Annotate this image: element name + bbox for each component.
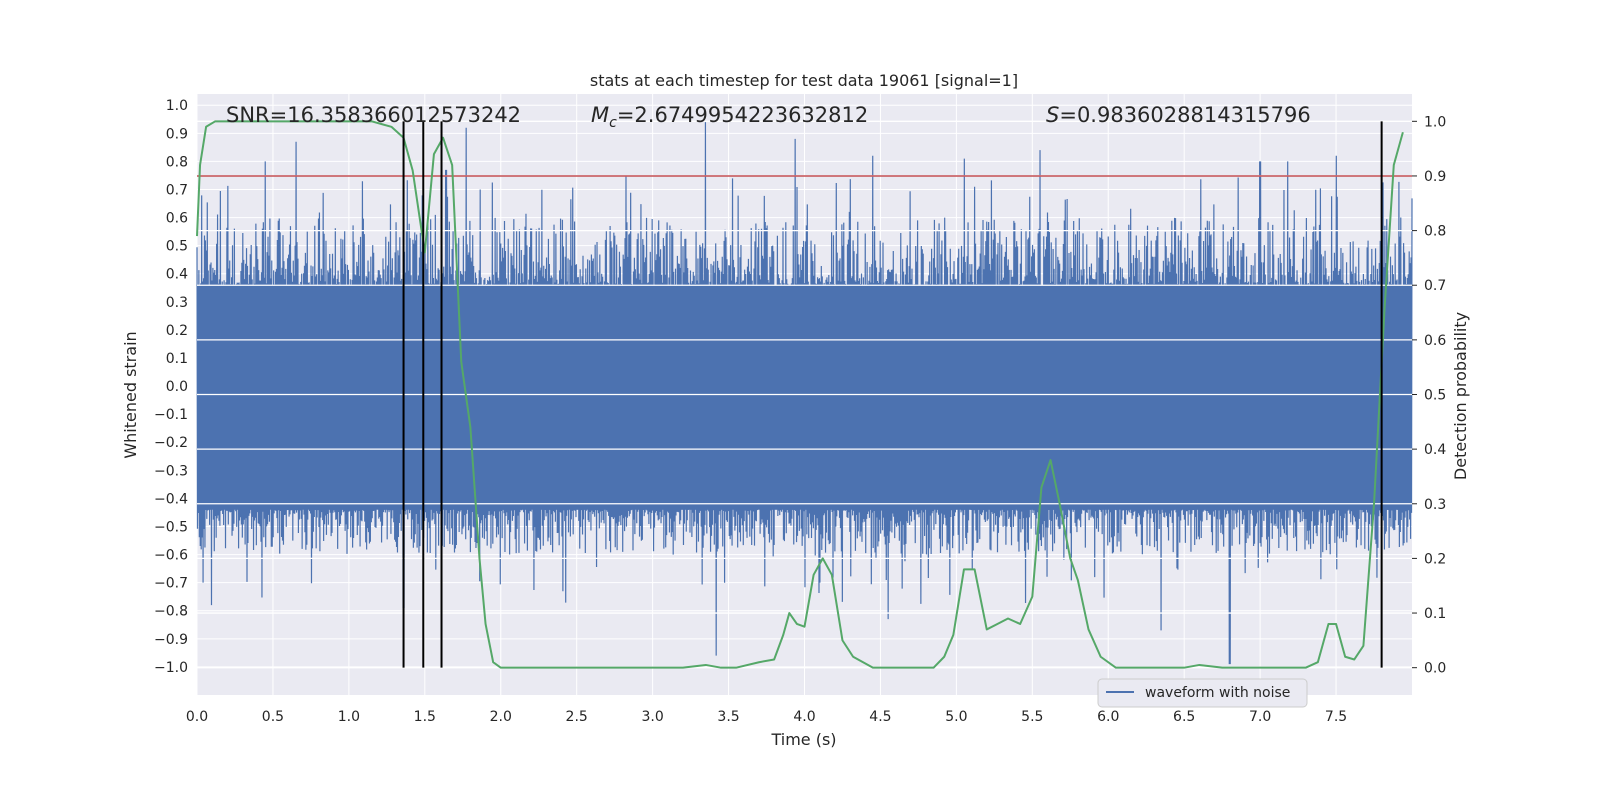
x-tick-label: 5.5: [1021, 709, 1043, 725]
y-tick-label-right: 0.1: [1424, 606, 1446, 622]
y-tick-label-left: −0.6: [154, 548, 188, 564]
x-tick-label: 0.0: [186, 709, 208, 725]
chirp-mass-value: =2.6749954223632812: [617, 103, 868, 127]
left-y-axis-label: Whitened strain: [121, 331, 140, 458]
x-tick-labels: 0.0 0.5 1.0 1.5 2.0 2.5 3.0 3.5 4.0 4.5 5.0 5.5 6.0 6…: [186, 709, 1347, 725]
s-value: =0.9836028814315796: [1059, 103, 1310, 127]
y-tick-label-left: −0.5: [154, 519, 188, 535]
y-tick-label-left: −0.7: [154, 576, 188, 592]
x-tick-label: 2.5: [566, 709, 588, 725]
detection-probability-series: [196, 120, 1404, 669]
y-tick-label-right: 1.0: [1424, 114, 1446, 130]
y-tick-label-left: 0.3: [166, 295, 188, 311]
y-tick-label-left: 0.5: [166, 239, 188, 255]
y-tick-label-left: 0.9: [166, 126, 188, 142]
y-tick-label-right: 0.6: [1424, 333, 1446, 349]
y-tick-label-left: −0.4: [154, 491, 188, 507]
y-tick-label-left: −0.1: [154, 407, 188, 423]
x-tick-label: 0.5: [262, 709, 284, 725]
y-tick-label-left: 0.2: [166, 323, 188, 339]
y-tick-label-right: 0.7: [1424, 278, 1446, 294]
right-y-axis-label: Detection probability: [1451, 312, 1470, 480]
x-tick-label: 6.5: [1173, 709, 1195, 725]
waveform-line: [196, 122, 1413, 665]
x-tick-label: 1.0: [338, 709, 360, 725]
y-tick-label-right: 0.3: [1424, 497, 1446, 513]
chirp-mass-subscript: c: [609, 115, 617, 131]
chirp-mass-symbol: M: [591, 103, 609, 127]
vertical-markers: [402, 121, 1383, 668]
y-tick-label-right: 0.0: [1424, 661, 1446, 677]
y-tick-label-left: −0.8: [154, 604, 188, 620]
chart-title: stats at each timestep for test data 190…: [590, 71, 1018, 90]
x-tick-label: 7.5: [1325, 709, 1347, 725]
y-tick-label-left: −0.9: [154, 632, 188, 648]
x-tick-label: 7.0: [1249, 709, 1271, 725]
x-axis-label: Time (s): [770, 730, 836, 749]
y-tick-label-left: 0.4: [166, 267, 188, 283]
waveform-series: [196, 122, 1413, 665]
x-tick-label: 3.5: [717, 709, 739, 725]
y-tick-label-left: −1.0: [154, 660, 188, 676]
y-tick-label-right: 0.8: [1424, 224, 1446, 240]
legend: waveform with noise: [1097, 678, 1308, 708]
y-tick-label-right: 0.4: [1424, 442, 1446, 458]
x-tick-label: 6.0: [1097, 709, 1119, 725]
x-tick-label: 1.5: [414, 709, 436, 725]
s-annotation: S=0.9836028814315796: [1046, 103, 1311, 127]
s-symbol: S: [1046, 103, 1059, 127]
y-tick-label-right: 0.5: [1424, 388, 1446, 404]
x-tick-label: 2.0: [490, 709, 512, 725]
legend-box: [1097, 678, 1308, 708]
snr-annotation: SNR=16.358366012573242: [226, 103, 521, 127]
y-tick-label-left: 0.1: [166, 351, 188, 367]
y-tick-label-left: −0.3: [154, 463, 188, 479]
y-tick-label-left: 0.8: [166, 154, 188, 170]
detection-probability-line: [196, 120, 1404, 669]
x-tick-label: 4.5: [869, 709, 891, 725]
y-tick-label-right: 0.2: [1424, 551, 1446, 567]
y-tick-label-left: 0.0: [166, 379, 188, 395]
left-y-tick-labels: −1.0 −0.9 −0.8 −0.7 −0.6 −0.5 −0.4 −0.3 −0.2 −0.1…: [154, 98, 188, 676]
y-tick-label-left: 0.6: [166, 211, 188, 227]
chirp-mass-annotation: Mc=2.6749954223632812: [591, 103, 868, 131]
right-y-tick-labels: 0.0 0.1 0.2 0.3 0.4 0.5 0.6 0.7 0.8 0.9 1.0: [1412, 114, 1446, 677]
y-tick-label-left: 1.0: [166, 98, 188, 114]
y-tick-label-right: 0.9: [1424, 169, 1446, 185]
x-tick-label: 3.0: [641, 709, 663, 725]
y-tick-label-left: 0.7: [166, 182, 188, 198]
legend-entry-waveform: waveform with noise: [1145, 685, 1290, 701]
x-tick-label: 5.0: [945, 709, 967, 725]
y-tick-label-left: −0.2: [154, 435, 188, 451]
x-tick-label: 4.0: [793, 709, 815, 725]
